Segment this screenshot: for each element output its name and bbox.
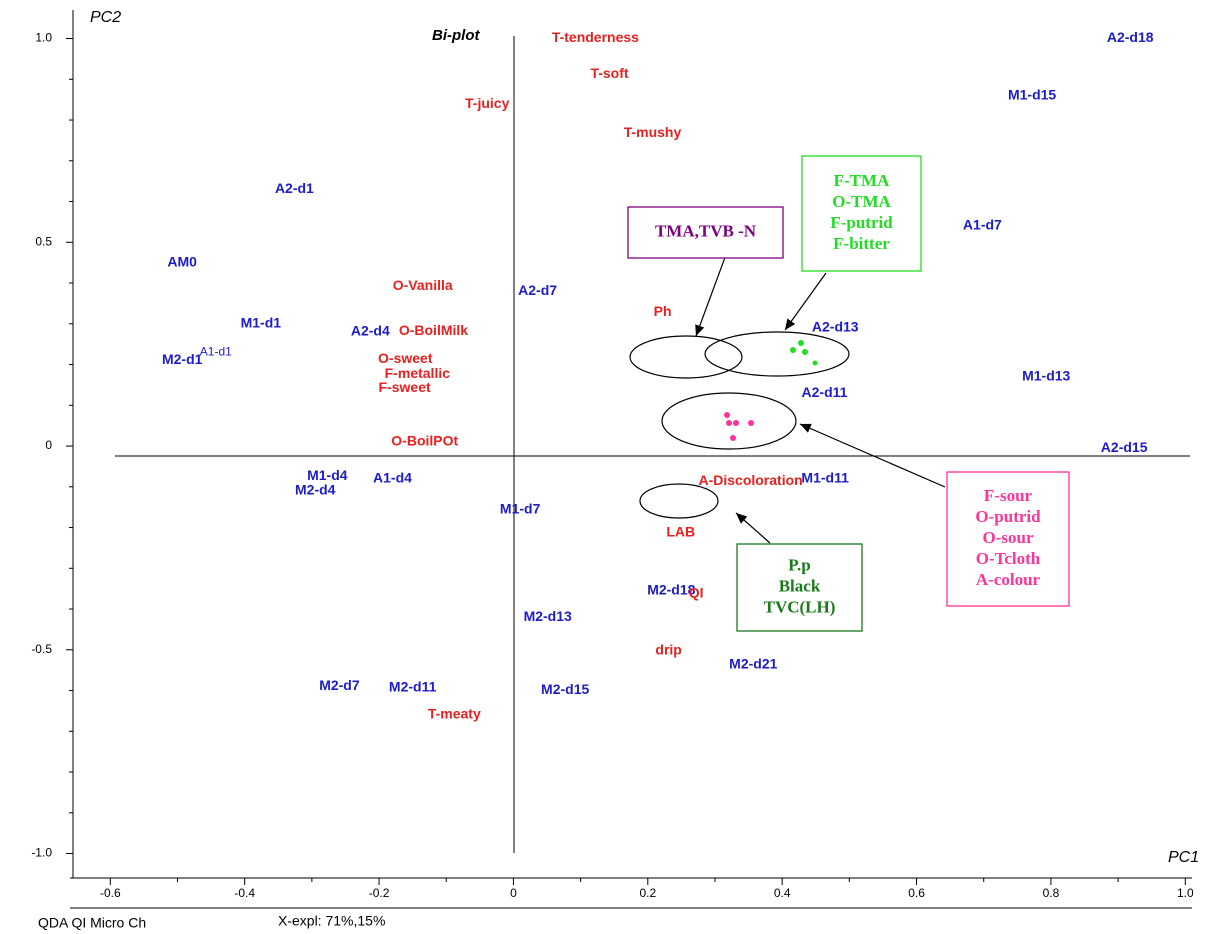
x-tick-label: 0 bbox=[510, 886, 517, 900]
point-label: M1-d11 bbox=[801, 470, 849, 486]
point-label: F-sweet bbox=[379, 379, 431, 395]
annotation-text: F-sour bbox=[984, 486, 1033, 505]
annotation-text: F-TMA bbox=[834, 171, 890, 190]
annotation-text: O-TMA bbox=[832, 192, 891, 211]
point-label: T-soft bbox=[590, 65, 628, 81]
point-label: A1-d1 bbox=[200, 344, 232, 358]
x-tick-label: 0.2 bbox=[639, 886, 656, 900]
point-label: O-Vanilla bbox=[393, 277, 453, 293]
point-label: A2-d11 bbox=[802, 384, 848, 400]
point-label: M2-d11 bbox=[389, 678, 437, 694]
y-tick-label: 0.5 bbox=[35, 234, 52, 248]
footer-text: X-expl: 71%,15% bbox=[278, 913, 385, 929]
annotation-text: P.p bbox=[788, 555, 811, 574]
annotation-text: TVC(LH) bbox=[764, 597, 836, 616]
y-axis-label: PC2 bbox=[90, 9, 121, 26]
point-label: M1-d13 bbox=[1022, 367, 1070, 383]
y-tick-label: 0 bbox=[45, 438, 52, 452]
point-label: M1-d1 bbox=[241, 314, 282, 330]
point-label: drip bbox=[655, 641, 681, 657]
point-label: A2-d1 bbox=[275, 180, 314, 196]
annotation-text: F-putrid bbox=[830, 213, 893, 232]
point-label: A1-d7 bbox=[963, 217, 1002, 233]
point-label: T-mushy bbox=[624, 124, 682, 140]
point-label: M1-d7 bbox=[500, 501, 541, 517]
x-tick-label: 0.6 bbox=[908, 886, 925, 900]
annotation-box bbox=[627, 206, 784, 259]
point-label: A-Discoloration bbox=[698, 472, 802, 488]
annotation-text: F-bitter bbox=[833, 234, 890, 253]
cluster-dots bbox=[790, 340, 818, 366]
annotation-text: Black bbox=[779, 576, 821, 595]
chart-title: Bi-plot bbox=[432, 27, 480, 44]
annotation-box bbox=[801, 155, 922, 272]
annotation-text: O-sour bbox=[983, 528, 1034, 547]
point-label: M2-d18 bbox=[647, 581, 695, 597]
point-label: M2-d7 bbox=[319, 677, 360, 693]
point-label: M2-d4 bbox=[295, 482, 336, 498]
point-label: M1-d15 bbox=[1008, 86, 1056, 102]
point-label: F-metallic bbox=[385, 365, 451, 381]
annotation-text: A-colour bbox=[976, 570, 1041, 589]
point-label: Ph bbox=[654, 303, 672, 319]
point-label: M2-d1 bbox=[162, 351, 203, 367]
x-tick-label: -0.2 bbox=[369, 886, 390, 900]
annotation-text: O-putrid bbox=[975, 507, 1041, 526]
x-tick-label: 1.0 bbox=[1177, 886, 1194, 900]
y-tick-label: -0.5 bbox=[31, 642, 52, 656]
point-label: A2-d15 bbox=[1101, 439, 1148, 455]
point-label: T-meaty bbox=[428, 705, 481, 721]
point-label: A1-d4 bbox=[373, 470, 412, 486]
point-label: O-BoilPOt bbox=[391, 433, 458, 449]
point-label: A2-d7 bbox=[518, 282, 557, 298]
point-label: O-sweet bbox=[378, 350, 433, 366]
point-label: LAB bbox=[666, 524, 695, 540]
x-tick-label: 0.8 bbox=[1043, 886, 1060, 900]
cluster-dots bbox=[724, 412, 754, 441]
point-label: T-juicy bbox=[465, 95, 510, 111]
y-tick-label: 1.0 bbox=[35, 31, 52, 45]
point-label: M2-d21 bbox=[729, 656, 777, 672]
x-axis-label: PC1 bbox=[1168, 849, 1199, 866]
point-label: M2-d15 bbox=[541, 681, 589, 697]
annotation-text: O-Tcloth bbox=[976, 549, 1041, 568]
point-label: A2-d13 bbox=[812, 319, 859, 335]
x-tick-label: -0.6 bbox=[100, 886, 121, 900]
point-label: M1-d4 bbox=[307, 467, 348, 483]
y-tick-label: -1.0 bbox=[31, 846, 52, 860]
annotation-box bbox=[946, 471, 1070, 607]
point-label: AM0 bbox=[167, 253, 197, 269]
point-label: QI bbox=[689, 585, 704, 601]
x-tick-label: -0.4 bbox=[234, 886, 255, 900]
annotation-shapes bbox=[629, 251, 946, 544]
point-label: A2-d4 bbox=[351, 323, 390, 339]
point-label: M2-d13 bbox=[524, 608, 572, 624]
annotation-text: TMA,TVB -N bbox=[655, 221, 757, 240]
point-label: O-BoilMilk bbox=[399, 322, 468, 338]
footer-text: QDA QI Micro Ch bbox=[38, 915, 146, 931]
annotation-box bbox=[736, 543, 863, 632]
x-tick-label: 0.4 bbox=[774, 886, 791, 900]
point-label: A2-d18 bbox=[1107, 29, 1154, 45]
point-label: T-tenderness bbox=[552, 29, 639, 45]
